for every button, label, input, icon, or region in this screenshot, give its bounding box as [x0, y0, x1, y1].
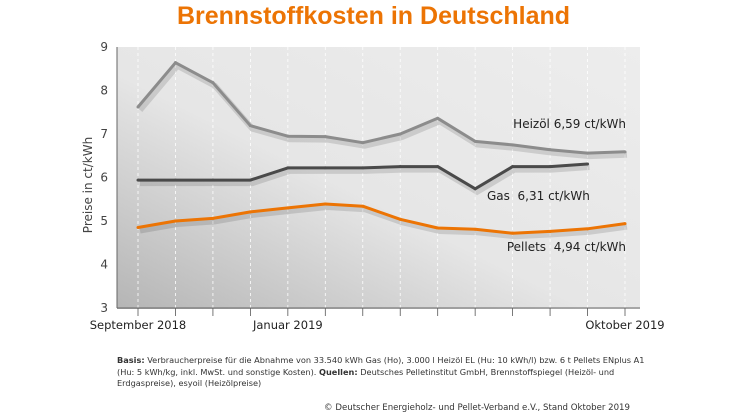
data-point — [286, 206, 290, 210]
sources-label: Quellen: — [319, 366, 358, 377]
data-point — [136, 226, 140, 230]
data-point — [586, 227, 590, 231]
data-point — [473, 227, 477, 231]
plot-background — [117, 47, 640, 309]
data-point — [136, 178, 140, 182]
basis-text: Verbraucherpreise für die Abnahme von 33… — [117, 355, 645, 377]
y-tick-label: 8 — [100, 84, 108, 98]
data-point — [211, 81, 215, 85]
series-label-heizoel: Heizöl 6,59 ct/kWh — [513, 117, 626, 131]
data-point — [211, 216, 215, 220]
data-point — [548, 165, 552, 169]
data-point — [436, 226, 440, 230]
data-point — [586, 162, 590, 166]
data-point — [548, 229, 552, 233]
data-point — [361, 204, 365, 208]
data-point — [286, 134, 290, 138]
data-point — [398, 165, 402, 169]
data-point — [623, 150, 627, 154]
series-shadow-gas — [140, 164, 590, 196]
data-point — [323, 202, 327, 206]
data-point — [248, 210, 252, 214]
line-chart: 3 4 5 6 7 8 9 September 2018 Januar 2019 Oktober … — [81, 40, 665, 332]
data-point — [473, 187, 477, 191]
data-point — [511, 165, 515, 169]
x-tick-label: September 2018 — [90, 318, 187, 332]
data-point — [173, 219, 177, 223]
data-point — [548, 148, 552, 152]
data-point — [511, 231, 515, 235]
y-tick-label: 3 — [100, 301, 108, 315]
y-tick-label: 9 — [100, 40, 108, 54]
basis-note: Basis: Verbraucherpreise für die Abnahme… — [117, 355, 647, 390]
data-point — [173, 61, 177, 65]
data-point — [511, 143, 515, 147]
series-line-heizöl — [136, 61, 626, 155]
y-tick-label: 7 — [100, 127, 108, 141]
series-shadow-pellets — [139, 203, 628, 240]
y-axis-label: Preise in ct/kWh — [81, 137, 95, 233]
data-point — [173, 178, 177, 182]
x-tick-label: Januar 2019 — [252, 318, 323, 332]
data-point — [136, 105, 140, 109]
chart-title: Brennstoffkosten in Deutschland — [176, 2, 571, 30]
data-point — [436, 116, 440, 120]
data-point — [323, 166, 327, 170]
data-point — [286, 166, 290, 170]
data-point — [323, 135, 327, 139]
data-point — [361, 166, 365, 170]
data-point — [436, 165, 440, 169]
data-point — [248, 124, 252, 128]
y-tick-label: 4 — [100, 258, 108, 272]
y-tick-label: 5 — [100, 214, 108, 228]
data-point — [473, 139, 477, 143]
sources-text: Deutsches Pelletinstitut GmbH, Brennstof… — [117, 366, 615, 389]
data-point — [248, 178, 252, 182]
data-point — [398, 132, 402, 136]
data-point — [586, 151, 590, 155]
series-label-pellets: Pellets 4,94 ct/kWh — [507, 240, 626, 254]
series-line-pellets — [137, 202, 626, 235]
data-point — [211, 178, 215, 182]
data-point — [398, 217, 402, 221]
data-point — [361, 141, 365, 145]
y-tick-label: 6 — [100, 171, 108, 185]
copyright-credit: © Deutscher Energieholz- und Pellet-Verb… — [324, 403, 630, 413]
series-label-gas: Gas 6,31 ct/kWh — [487, 189, 590, 203]
x-tick-label: Oktober 2019 — [585, 318, 664, 332]
data-point — [623, 222, 627, 226]
basis-label: Basis: — [117, 355, 145, 365]
